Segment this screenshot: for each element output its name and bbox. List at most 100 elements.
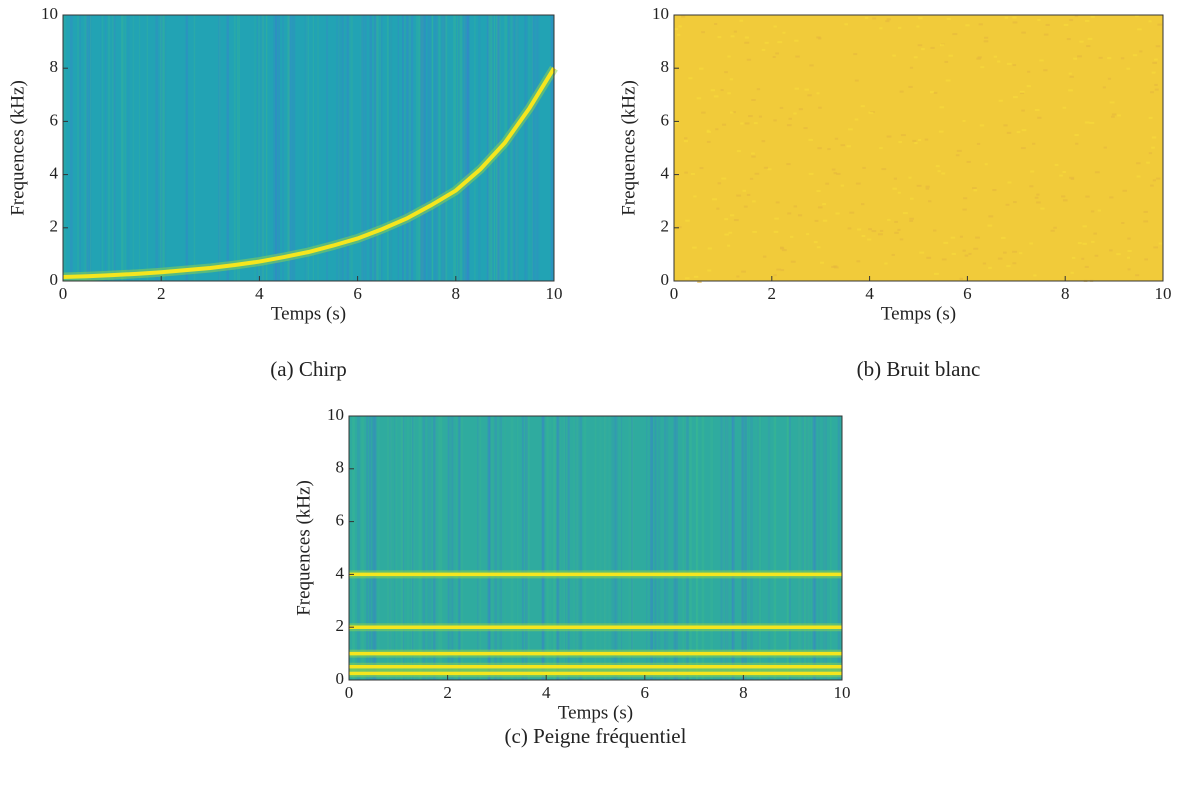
texture (402, 15, 405, 281)
texture (1109, 249, 1113, 252)
texture (257, 15, 260, 281)
texture (944, 60, 949, 63)
texture (885, 20, 890, 23)
texture (524, 15, 527, 281)
texture (628, 416, 632, 680)
texture (453, 15, 456, 281)
texture (1132, 54, 1138, 57)
texture (697, 280, 702, 283)
texture (509, 15, 511, 281)
texture (386, 15, 389, 281)
texture (124, 15, 126, 281)
texture (1061, 195, 1066, 198)
texture (794, 87, 800, 90)
texture (380, 15, 383, 281)
texture (818, 106, 822, 109)
texture (1001, 236, 1006, 239)
texture (711, 198, 717, 201)
texture (701, 416, 705, 680)
x-tick-label: 10 (1155, 284, 1172, 303)
texture (729, 78, 734, 81)
texture (736, 194, 742, 197)
texture (802, 416, 805, 680)
y-tick-label: 0 (661, 270, 670, 289)
texture (654, 416, 656, 680)
texture (746, 416, 749, 680)
texture (433, 15, 436, 281)
texture (1043, 33, 1049, 36)
texture (1110, 115, 1115, 118)
texture (1013, 201, 1017, 204)
texture (435, 416, 437, 680)
texture (275, 15, 278, 281)
axes-box (62, 14, 555, 282)
texture (436, 15, 439, 281)
texture (834, 266, 839, 269)
texture (260, 15, 264, 281)
texture (364, 15, 367, 281)
texture (566, 416, 568, 680)
texture (1094, 254, 1099, 257)
x-tick-label: 10 (546, 284, 563, 303)
texture (1143, 210, 1148, 213)
texture (741, 270, 746, 273)
texture (1135, 274, 1140, 277)
texture (265, 15, 268, 281)
texture (829, 416, 832, 680)
texture (553, 416, 556, 680)
texture (1036, 201, 1041, 204)
texture (684, 416, 687, 680)
plot-background (674, 15, 1163, 281)
texture (487, 15, 489, 281)
texture (844, 23, 849, 26)
texture (982, 262, 987, 265)
texture (1012, 64, 1017, 67)
texture (1021, 109, 1025, 112)
texture (1045, 23, 1050, 26)
axes-box (348, 415, 843, 681)
texture (411, 416, 414, 680)
texture (1127, 249, 1132, 252)
texture (577, 416, 579, 680)
texture (1037, 116, 1042, 119)
chirp-line (62, 67, 556, 280)
texture (727, 92, 731, 95)
texture (941, 172, 946, 175)
texture (938, 130, 944, 133)
x-tick-label: 8 (452, 284, 461, 303)
texture (1085, 195, 1090, 198)
texture (884, 262, 888, 265)
texture (736, 150, 741, 153)
texture (1127, 237, 1131, 240)
texture (730, 111, 734, 114)
texture (909, 197, 914, 200)
texture (408, 15, 411, 281)
texture (458, 15, 460, 281)
texture (816, 92, 820, 95)
texture (537, 15, 540, 281)
texture (307, 15, 309, 281)
texture (401, 416, 404, 680)
texture (720, 89, 724, 92)
texture (893, 177, 897, 180)
texture (886, 135, 892, 138)
texture (373, 416, 376, 680)
texture (500, 416, 502, 680)
texture (1005, 203, 1010, 206)
texture (146, 15, 148, 281)
texture (436, 15, 438, 281)
texture (790, 235, 794, 238)
texture (921, 48, 925, 51)
texture (579, 416, 583, 680)
texture (1150, 184, 1154, 187)
texture (693, 195, 697, 198)
texture (290, 15, 293, 281)
texture (651, 416, 654, 680)
texture (1062, 199, 1068, 202)
texture (1059, 174, 1063, 177)
texture (685, 416, 688, 680)
texture (437, 416, 441, 680)
texture (713, 95, 719, 98)
texture (266, 15, 268, 281)
texture (226, 15, 230, 281)
